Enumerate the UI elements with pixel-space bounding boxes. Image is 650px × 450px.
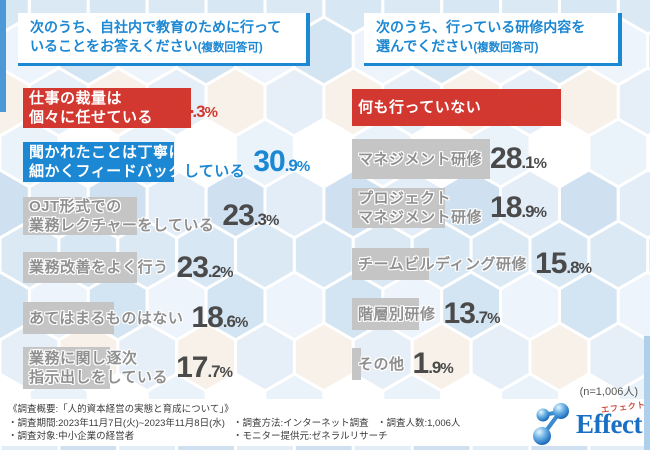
item-label: 聞かれたことは丁寧に 細かくフィードバックしている [29, 144, 246, 180]
survey-item: チームビルディング研修 15.8% [352, 247, 592, 280]
right-edge-accent [644, 336, 650, 450]
survey-method-column: ・調査方法:インターネット調査・モニター提供元:ゼネラルリサーチ [233, 417, 388, 444]
percent-value: 34.3% [161, 91, 218, 124]
percent-value: 18.6% [191, 301, 248, 334]
survey-item: 業務改善をよく行う 23.2% [23, 250, 234, 284]
question-right-line2-text: 選んでください [376, 38, 474, 54]
survey-item: 階層別研修 13.7% [352, 297, 501, 330]
bar [23, 197, 137, 235]
question-right-multi-answer-note: (複数回答可) [473, 42, 539, 54]
survey-item: 仕事の裁量は 個々に任せている 34.3% [23, 88, 218, 128]
item-label: あてはまるものはない [29, 309, 184, 327]
item-label: 階層別研修 [358, 305, 436, 323]
bar [23, 142, 174, 182]
footer-line: ・モニター提供元:ゼネラルリサーチ [233, 431, 388, 442]
percent-value: 30.9% [253, 145, 310, 178]
footer-line: ・調査期間:2023年11月7日(火)~2023年11月8日(水) [8, 417, 225, 429]
bar [352, 89, 561, 126]
survey-item: プロジェクト マネジメント研修 18.9% [352, 188, 547, 228]
percent-value: 18.9% [490, 191, 547, 224]
bar [23, 347, 110, 389]
question-panel-left: 次のうち、自社内で教育のために行って いることをお答えください(複数回答可) [18, 13, 310, 66]
question-left-line2-text: いることをお答えください [30, 38, 198, 54]
percent-value: 13.7% [443, 297, 501, 330]
logo-text-wrap: エフェクト Effect [576, 400, 646, 440]
item-label: OJT形式での 業務レクチャーをしている [29, 198, 215, 234]
bar [23, 302, 114, 334]
footer: 《調査概要:「人的資本経営の実態と育成について」》 ・調査期間:2023年11月7… [0, 399, 650, 446]
item-label: その他 [358, 355, 405, 373]
percent-value: 42.7% [489, 90, 546, 124]
sample-size-note: (n=1,006人) [579, 386, 638, 398]
survey-item: OJT形式での 業務レクチャーをしている 23.3% [23, 197, 279, 235]
percent-value: 23.2% [176, 250, 234, 284]
item-label: 仕事の裁量は 個々に任せている [29, 90, 154, 126]
percent-value: 23.3% [222, 199, 279, 232]
item-label: 何も行っていない [358, 99, 482, 116]
logo-wordmark: Effect [576, 408, 642, 439]
bar [352, 139, 490, 179]
footer-line: ・調査対象:中小企業の経営者 [8, 431, 135, 442]
bar [23, 252, 137, 283]
footer-line: ・調査人数:1,006人 [377, 417, 461, 429]
bar [352, 348, 361, 380]
item-label: マネジメント研修 [358, 150, 483, 168]
molecule-icon [533, 403, 570, 445]
question-left-multi-answer-note: (複数回答可) [197, 42, 263, 54]
survey-item: 業務に関し逐次 指示出しをしている 17.7% [23, 347, 233, 389]
percent-value: 28.1% [490, 142, 547, 175]
bar [352, 298, 419, 330]
item-label: チームビルディング研修 [358, 255, 528, 273]
survey-overview-column: 《調査概要:「人的資本経営の実態と育成について」》 ・調査期間:2023年11月7… [8, 403, 234, 444]
survey-item: 何も行っていない 42.7% [352, 89, 561, 126]
survey-item: あてはまるものはない 18.6% [23, 301, 248, 334]
footer-line: 《調査概要:「人的資本経営の実態と育成について」》 [8, 404, 234, 415]
footer-line: ・調査方法:インターネット調査 [233, 417, 369, 429]
survey-item: その他 1.9% [352, 347, 454, 380]
left-edge-accent [0, 0, 6, 112]
question-left-line1: 次のうち、自社内で教育のために行って [30, 19, 282, 35]
percent-value: 1.9% [412, 347, 454, 380]
bar [23, 88, 191, 128]
question-panel-right: 次のうち、行っている研修内容を 選んでください(複数回答可) [364, 13, 622, 66]
question-right-line1: 次のうち、行っている研修内容を [376, 19, 586, 35]
survey-item: 聞かれたことは丁寧に 細かくフィードバックしている 30.9% [23, 142, 310, 182]
percent-value: 17.7% [176, 351, 233, 384]
survey-item: マネジメント研修 28.1% [352, 139, 547, 179]
question-right-line2: 選んでください(複数回答可) [376, 37, 606, 58]
item-label: 業務改善をよく行う [29, 259, 169, 276]
bar [352, 188, 445, 228]
question-left-line2: いることをお答えください(複数回答可) [30, 37, 294, 58]
bar [352, 248, 429, 280]
item-label: プロジェクト マネジメント研修 [358, 190, 483, 226]
item-label: 業務に関し逐次 指示出しをしている [29, 350, 169, 386]
percent-value: 15.8% [535, 247, 592, 280]
effect-logo: エフェクト Effect [532, 400, 646, 446]
survey-count-column: ・調査人数:1,006人 [377, 417, 460, 431]
